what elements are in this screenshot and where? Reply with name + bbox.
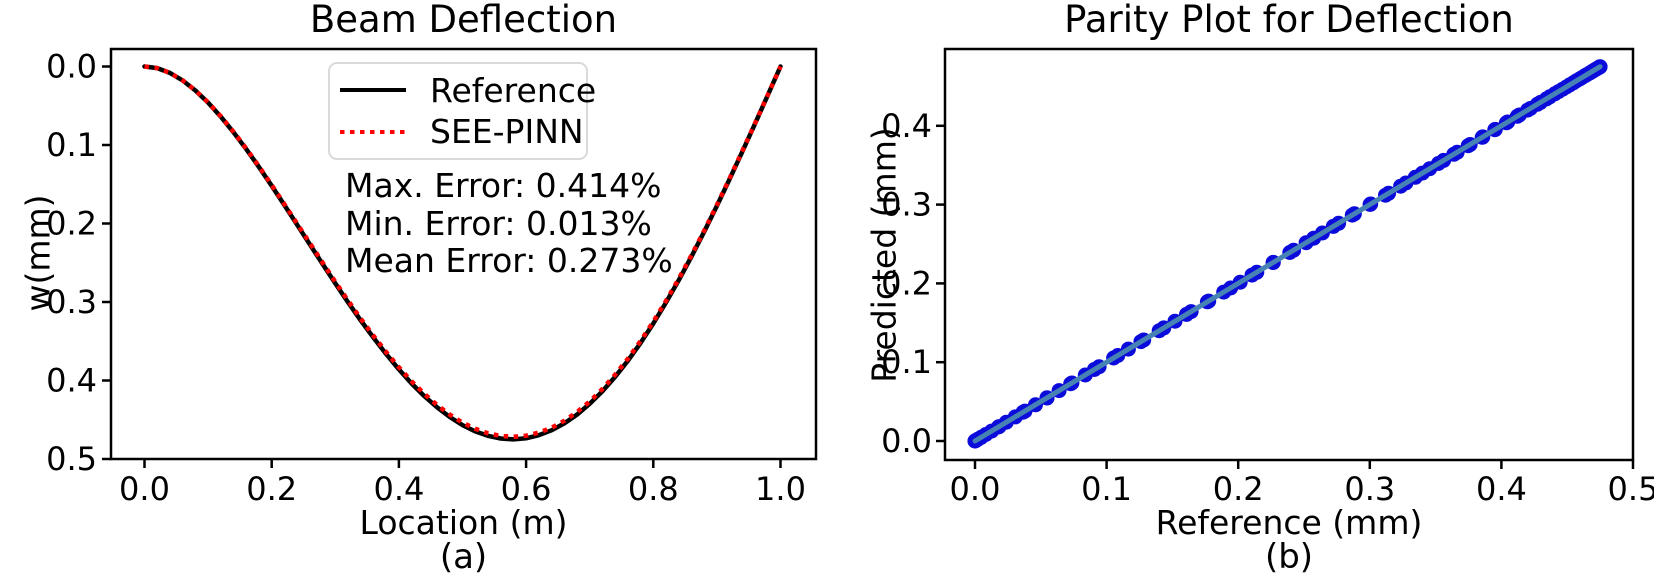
plot-b-x-ticks: 0.0 0.1 0.2 0.3 0.4 0.5: [950, 460, 1654, 508]
max-error-text: Max. Error: 0.414%: [345, 166, 662, 205]
legend-label-reference: Reference: [430, 70, 597, 110]
mean-error-text: Mean Error: 0.273%: [345, 241, 673, 280]
see-pinn-curve: [144, 64, 783, 440]
plot-a-x-ticks: 0.0 0.2 0.4 0.6 0.8 1.0: [119, 459, 806, 508]
x-tick-label: 1.0: [755, 470, 806, 508]
plot-a-y-ticks: 0.0 0.1 0.2 0.3 0.4 0.5: [46, 48, 111, 478]
y-tick-label: 0.2: [881, 264, 932, 302]
x-tick-label: 0.2: [246, 470, 297, 508]
y-tick-label: 0.4: [46, 362, 97, 400]
y-tick-label: 0.1: [46, 126, 97, 164]
x-tick-label: 0.4: [373, 470, 424, 508]
x-tick-label: 0.2: [1213, 470, 1264, 508]
y-tick-label: 0.3: [46, 283, 97, 321]
beam-deflection-plot: 0.0 0.2 0.4 0.6 0.8 1.0 0.0 0.1 0.2 0.3 0.4 0.5: [46, 47, 818, 508]
min-error-text: Min. Error: 0.013%: [345, 203, 652, 243]
y-tick-label: 0.0: [46, 48, 97, 86]
x-tick-label: 0.3: [1344, 470, 1395, 508]
plot-a-xlabel: Location (m): [359, 503, 568, 542]
x-tick-label: 0.6: [501, 470, 552, 508]
y-tick-label: 0.5: [46, 440, 97, 478]
x-tick-label: 0.5: [1608, 470, 1654, 508]
plot-a-title: Beam Deflection: [309, 0, 618, 41]
x-tick-label: 0.8: [628, 470, 679, 508]
y-tick-label: 0.3: [881, 186, 932, 224]
see-pinn-line-sample: [340, 129, 406, 135]
x-tick-label: 0.4: [1476, 470, 1527, 508]
plot-b-ylabel: Predicted (mm): [864, 127, 904, 383]
plot-a-caption: (a): [439, 537, 488, 577]
legend: Reference SEE-PINN: [328, 62, 596, 160]
plot-b-caption: (b): [1264, 537, 1314, 577]
y-tick-label: 0.1: [881, 343, 932, 381]
x-tick-label: 0.0: [950, 470, 1001, 508]
plot-b-xlabel: Reference (mm): [1155, 503, 1423, 542]
y-tick-label: 0.4: [881, 107, 932, 145]
plot-b-y-ticks: 0.0 0.1 0.2 0.3 0.4: [881, 107, 945, 460]
error-annotations: Max. Error: 0.414% Min. Error: 0.013% Me…: [345, 167, 673, 280]
plot-a-spines: [109, 47, 818, 461]
legend-label-see-pinn: SEE-PINN: [430, 112, 584, 152]
y-tick-label: 0.0: [881, 422, 932, 460]
plot-b-spines: [943, 47, 1635, 462]
reference-line-sample: [340, 87, 406, 93]
legend-item-see-pinn: SEE-PINN: [340, 112, 584, 151]
legend-item-reference: Reference: [340, 71, 596, 110]
plot-b-title: Parity Plot for Deflection: [1064, 0, 1514, 41]
plot-a-ylabel: w(mm): [18, 194, 58, 312]
y-tick-label: 0.2: [46, 205, 97, 243]
x-tick-label: 0.0: [119, 470, 170, 508]
parity-plot: 0.0 0.1 0.2 0.3 0.4 0.5 0.0 0.1 0.2 0.3 0.4: [881, 47, 1654, 508]
identity-line: [972, 64, 1603, 444]
x-tick-label: 0.1: [1081, 470, 1132, 508]
